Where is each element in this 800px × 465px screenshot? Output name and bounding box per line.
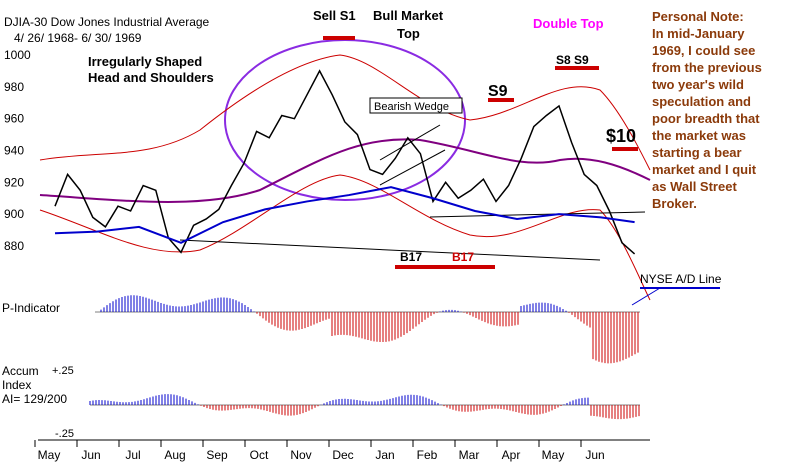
x-tick-label: Oct: [250, 448, 269, 462]
support-line: [429, 211, 646, 218]
dow-price-line: [54, 69, 636, 255]
hs-label-1: Irregularly Shaped: [88, 54, 202, 69]
x-tick-label: Jun: [81, 448, 100, 462]
p-indicator-bars: [100, 295, 639, 364]
note-line: from the previous: [652, 60, 762, 75]
accum-label-2: Index: [2, 378, 31, 392]
accum-label-3: AI= 129/200: [2, 392, 67, 406]
minus25-label: -.25: [55, 428, 74, 440]
sell-s1-bar: [323, 36, 355, 40]
note-line: market and I quit: [652, 162, 757, 177]
title: DJIA-30 Dow Jones Industrial Average: [4, 15, 210, 29]
upper-band: [39, 54, 651, 171]
accum-index-bars: [89, 394, 640, 420]
x-tick-label: Jun: [585, 448, 604, 462]
x-ticks: May Jun Jul Aug Sep Oct Nov Dec Jan Feb Mar Apr May J…: [34, 440, 605, 462]
hs-label-2: Head and Shoulders: [88, 70, 214, 85]
x-tick-label: May: [38, 448, 61, 462]
note-line: as Wall Street: [652, 179, 737, 194]
y-tick-label: 900: [4, 207, 24, 221]
wedge-label: Bearish Wedge: [374, 101, 449, 113]
nyse-pointer: [631, 287, 661, 306]
b17-label: B17: [400, 250, 422, 264]
x-tick-label: Jan: [375, 448, 394, 462]
note-line: 1969, I could see: [652, 43, 756, 58]
series-group: [54, 69, 636, 255]
sell-s1-label: Sell S1: [313, 8, 356, 23]
note-line: starting a bear: [652, 145, 742, 160]
y-tick-label: 1000: [4, 48, 31, 62]
note-line: In mid-January: [652, 26, 745, 41]
bull-top-label: Bull Market: [373, 8, 444, 23]
wedge-label-box: [369, 97, 463, 114]
note-line: speculation and: [652, 94, 751, 109]
s9-label: S9: [488, 83, 508, 100]
x-tick-label: Dec: [332, 448, 353, 462]
x-tick-label: Apr: [502, 448, 521, 462]
wedge-lower: [379, 149, 446, 186]
double-top-label: Double Top: [533, 16, 604, 31]
x-tick-label: Nov: [290, 448, 311, 462]
note-line: Broker.: [652, 196, 697, 211]
s8s9-label: S8 S9: [556, 53, 589, 67]
personal-note: Personal Note: In mid-January 1969, I co…: [652, 8, 798, 212]
s10-bar: [612, 147, 638, 151]
y-tick-label: 960: [4, 112, 24, 126]
p-indicator-label: P-Indicator: [2, 301, 60, 315]
lower-band: [39, 174, 651, 301]
y-ticks: 880 900 920 940 960 980 1000: [4, 48, 31, 253]
b17-bar: [395, 265, 495, 269]
x-tick-label: Mar: [459, 448, 480, 462]
x-tick-label: Feb: [417, 448, 438, 462]
nyse-label: NYSE A/D Line: [640, 272, 722, 286]
accum-label-1: Accum: [2, 364, 39, 378]
s8s9-bar: [555, 66, 599, 70]
moving-average: [39, 138, 651, 203]
y-tick-label: 980: [4, 80, 24, 94]
note-line: the market was: [652, 128, 746, 143]
plus25-label: +.25: [52, 365, 74, 377]
subtitle: 4/ 26/ 1968- 6/ 30/ 1969: [14, 31, 142, 45]
y-tick-label: 880: [4, 239, 24, 253]
note-line: two year's wild: [652, 77, 744, 92]
neckline: [179, 239, 601, 261]
wedge-upper: [379, 124, 441, 161]
s10-label: $10: [606, 126, 636, 146]
y-tick-label: 940: [4, 144, 24, 158]
note-line: Personal Note:: [652, 9, 744, 24]
x-tick-label: Aug: [164, 448, 185, 462]
x-tick-label: Sep: [206, 448, 228, 462]
b17-label-2: B17: [452, 250, 474, 264]
note-line: poor breadth that: [652, 111, 760, 126]
x-tick-label: Jul: [125, 448, 140, 462]
s9-bar: [488, 98, 514, 102]
bull-top-label-2: Top: [397, 26, 420, 41]
y-tick-label: 920: [4, 175, 24, 189]
x-tick-label: May: [542, 448, 565, 462]
nyse-ad-line: [54, 186, 635, 244]
